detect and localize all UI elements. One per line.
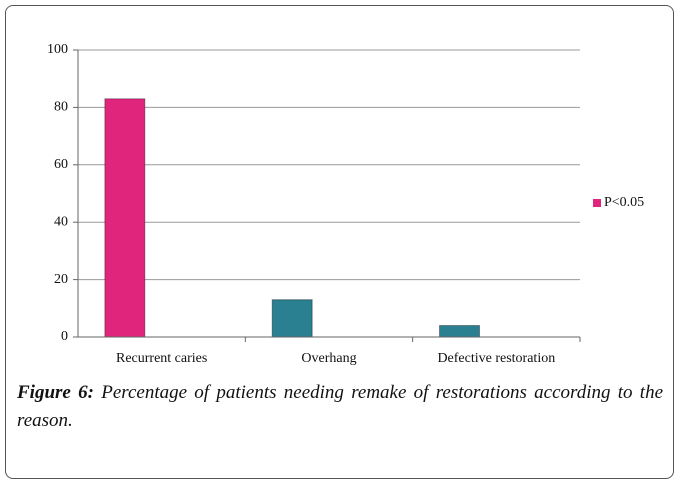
y-tick-label: 40 bbox=[54, 214, 68, 229]
y-tick-label: 80 bbox=[54, 100, 68, 115]
bar bbox=[439, 325, 481, 338]
legend-swatch bbox=[593, 199, 601, 207]
x-tick-label: Recurrent caries bbox=[116, 351, 207, 366]
y-tick-label: 60 bbox=[54, 157, 68, 172]
caption: Figure 6: Percentage of patients needing… bbox=[17, 379, 663, 435]
y-tick-label: 0 bbox=[61, 329, 68, 344]
bar bbox=[271, 299, 313, 338]
y-tick-label: 100 bbox=[47, 42, 68, 57]
x-tick-label: Defective restoration bbox=[437, 351, 555, 366]
x-tick-label: Overhang bbox=[301, 351, 356, 366]
figure-frame bbox=[5, 5, 674, 479]
bar bbox=[104, 98, 146, 338]
caption-label: Figure 6: bbox=[17, 382, 94, 403]
y-tick-label: 20 bbox=[54, 272, 68, 287]
legend-label: P<0.05 bbox=[604, 195, 644, 210]
caption-text: Percentage of patients needing remake of… bbox=[17, 382, 663, 431]
